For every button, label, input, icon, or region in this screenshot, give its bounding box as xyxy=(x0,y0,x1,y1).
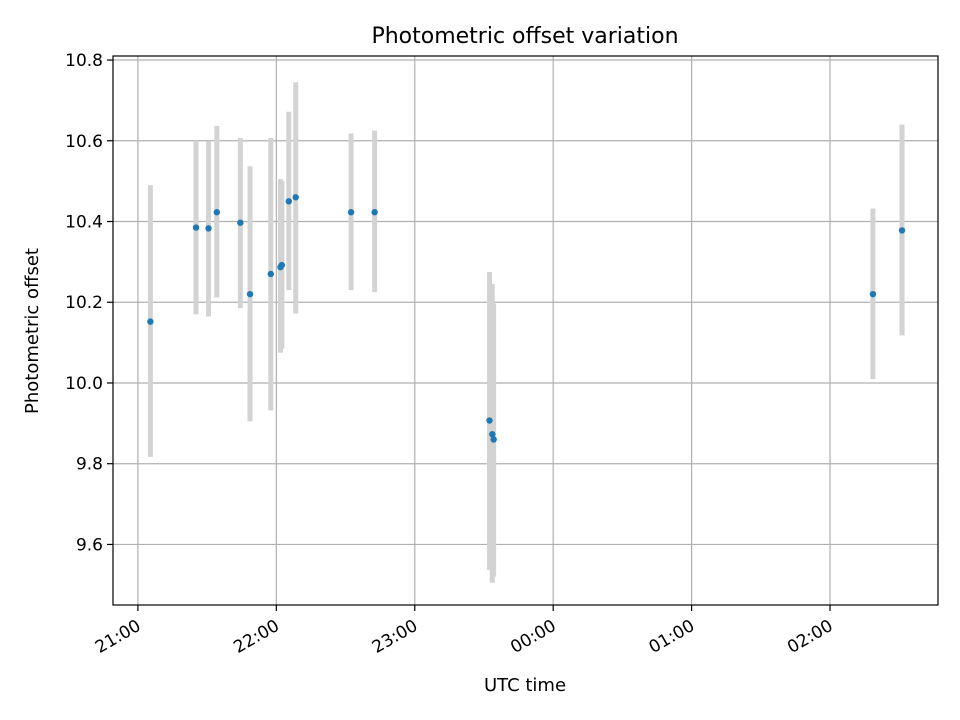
y-tick-label: 9.6 xyxy=(76,535,103,555)
y-axis-label: Photometric offset xyxy=(22,248,43,414)
data-point xyxy=(489,431,496,438)
data-point xyxy=(292,194,299,201)
data-point xyxy=(371,209,378,216)
data-point xyxy=(205,225,212,232)
chart-title: Photometric offset variation xyxy=(371,24,678,49)
data-point xyxy=(213,209,221,216)
data-point xyxy=(285,198,292,205)
data-point xyxy=(347,209,355,216)
data-point xyxy=(278,261,286,269)
y-axis-ticks: 9.6 9.8 10.0 10.2 10.4 10.6 10.8 xyxy=(65,51,113,555)
data-point xyxy=(898,227,906,234)
y-tick-label: 10.8 xyxy=(65,51,103,71)
y-tick-label: 10.2 xyxy=(65,293,103,313)
data-point xyxy=(246,290,254,298)
data-point xyxy=(490,436,497,443)
x-axis-label: UTC time xyxy=(484,675,566,696)
data-point xyxy=(237,219,244,226)
data-point xyxy=(486,417,493,424)
data-point xyxy=(267,270,275,278)
data-point xyxy=(147,318,154,325)
y-tick-label: 10.4 xyxy=(65,213,103,233)
plot-frame xyxy=(112,55,939,606)
data-markers xyxy=(147,194,906,443)
data-point xyxy=(192,224,200,231)
y-tick-label: 10.0 xyxy=(65,374,103,394)
y-tick-label: 9.8 xyxy=(76,455,103,475)
y-tick-label: 10.6 xyxy=(65,132,103,152)
data-point xyxy=(869,290,877,298)
